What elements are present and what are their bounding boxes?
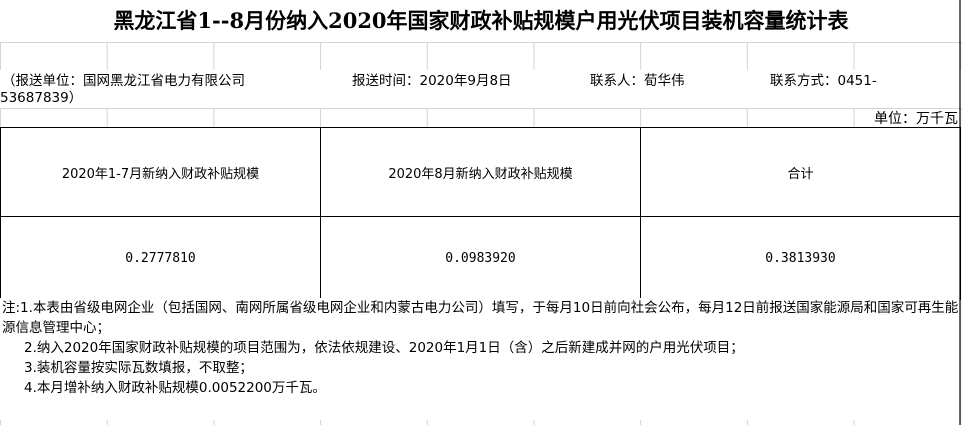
sheet-title: 黑龙江省1--8月份纳入2020年国家财政补贴规模户用光伏项目装机容量统计表 <box>0 0 962 42</box>
row-divider <box>0 108 962 109</box>
report-time: 报送时间：2020年9月8日 <box>352 73 512 89</box>
value-cell[interactable]: 0.0983920 <box>320 216 641 300</box>
value-cell[interactable]: 0.2777810 <box>0 216 321 300</box>
note-1: 注:1.本表由省级电网企业（包括国网、南网所属省级电网企业和内蒙古电力公司）填写… <box>2 300 959 336</box>
header-cell[interactable]: 2020年1-7月新纳入财政补贴规模 <box>0 127 321 217</box>
note-4: 4.本月增补纳入财政补贴规模0.0052200万千瓦。 <box>24 380 326 396</box>
contact-person: 联系人：荀华伟 <box>590 73 685 89</box>
value-cell[interactable]: 0.3813930 <box>640 216 961 300</box>
contact-phone-continued: 53687839） <box>0 90 83 106</box>
unit-label: 单位：万千瓦 <box>874 111 958 127</box>
contact-phone: 联系方式：0451- <box>770 73 877 89</box>
row-divider <box>0 42 962 43</box>
table-header-row: 2020年1-7月新纳入财政补贴规模 2020年8月新纳入财政补贴规模 合计 <box>0 127 961 217</box>
header-cell[interactable]: 合计 <box>640 127 961 217</box>
notes-section: 注:1.本表由省级电网企业（包括国网、南网所属省级电网企业和内蒙古电力公司）填写… <box>0 298 960 420</box>
report-info-row: （报送单位：国网黑龙江省电力有限公司 报送时间：2020年9月8日 联系人：荀华… <box>0 70 962 108</box>
capacity-table: 2020年1-7月新纳入财政补贴规模 2020年8月新纳入财政补贴规模 合计 0… <box>0 127 961 300</box>
table-row: 0.2777810 0.0983920 0.3813930 <box>0 216 961 300</box>
sheet-right-border <box>959 0 961 425</box>
reporting-unit: （报送单位：国网黑龙江省电力有限公司 <box>2 73 245 89</box>
header-cell[interactable]: 2020年8月新纳入财政补贴规模 <box>320 127 641 217</box>
note-2: 2.纳入2020年国家财政补贴规模的项目范围为，依法依规建设、2020年1月1日… <box>24 340 744 356</box>
note-3: 3.装机容量按实际瓦数填报，不取整； <box>24 360 253 376</box>
